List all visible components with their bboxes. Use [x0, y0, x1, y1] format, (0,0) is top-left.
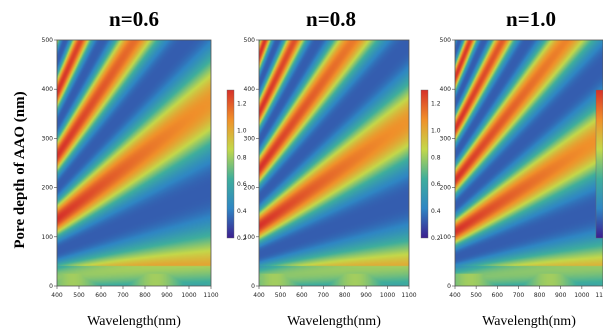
x-tick-label: 500 [275, 292, 287, 299]
x-tick-label: 600 [492, 292, 504, 299]
y-tick-label: 0 [49, 283, 53, 290]
colorbar [226, 89, 235, 239]
y-tick-label: 100 [42, 234, 54, 241]
x-tick-label: 1000 [181, 292, 196, 299]
y-tick-label: 300 [440, 135, 452, 142]
y-tick-label: 500 [440, 37, 452, 44]
y-tick-label: 200 [244, 185, 256, 192]
y-tick-label: 400 [42, 86, 54, 93]
heatmap-image [455, 40, 603, 286]
x-tick-label: 1100 [203, 292, 218, 299]
plot-frame [454, 39, 603, 287]
x-tick-label: 1100 [595, 292, 603, 299]
y-tick-label: 400 [440, 86, 452, 93]
colorbar-tick-label: 0.4 [237, 208, 247, 215]
y-tick-label: 500 [42, 37, 54, 44]
y-tick-label: 500 [244, 37, 256, 44]
plot-frame [56, 39, 212, 287]
colorbar-tick-label: 0.4 [431, 208, 441, 215]
x-tick-label: 1000 [574, 292, 589, 299]
x-axis-label: Wavelength(nm) [87, 314, 181, 329]
heatmap-image [259, 40, 409, 286]
colorbar-tick-label: 0.2 [237, 235, 247, 242]
heatmap-panel-3: n=1.0 400 500 600 700 800 900 1000 1100 0 100 200 30… [440, 7, 603, 329]
x-tick-label: 600 [95, 292, 107, 299]
colorbar [595, 89, 603, 239]
x-tick-label: 400 [253, 292, 265, 299]
y-tick-label: 100 [244, 234, 256, 241]
colorbar-tick-label: 1.2 [431, 100, 441, 107]
colorbar-tick-label: 0.8 [237, 154, 247, 161]
y-tick-label: 0 [251, 283, 255, 290]
y-tick-label: 200 [440, 185, 452, 192]
colorbar-tick-label: 1.0 [237, 127, 247, 134]
y-tick-label: 200 [42, 185, 54, 192]
colorbar-tick-label: 0.6 [431, 181, 441, 188]
x-tick-label: 400 [449, 292, 461, 299]
x-tick-label: 900 [555, 292, 567, 299]
x-tick-label: 600 [296, 292, 308, 299]
x-tick-label: 700 [117, 292, 129, 299]
y-tick-label: 300 [42, 135, 54, 142]
x-tick-label: 700 [513, 292, 525, 299]
x-tick-label: 800 [339, 292, 351, 299]
x-tick-label: 900 [360, 292, 372, 299]
x-tick-label: 1000 [380, 292, 395, 299]
y-tick-label: 400 [244, 86, 256, 93]
x-tick-label: 800 [534, 292, 546, 299]
heatmap-image [57, 40, 211, 286]
x-tick-label: 1100 [401, 292, 416, 299]
y-tick-label: 100 [440, 234, 452, 241]
colorbar-tick-label: 1.0 [431, 127, 441, 134]
colorbar-tick-label: 0.2 [431, 235, 441, 242]
x-axis-label: Wavelength(nm) [287, 314, 381, 329]
colorbar-tick-label: 1.2 [237, 100, 247, 107]
x-tick-label: 800 [139, 292, 151, 299]
y-tick-label: 300 [244, 135, 256, 142]
x-tick-label: 900 [161, 292, 173, 299]
x-tick-label: 500 [470, 292, 482, 299]
x-tick-label: 700 [318, 292, 330, 299]
x-tick-label: 400 [51, 292, 63, 299]
heatmap-panel-2: n=0.8 400 500 600 700 800 900 1000 1100 0 100 200 30… [244, 7, 441, 329]
colorbar-tick-label: 0.6 [237, 181, 247, 188]
y-tick-label: 0 [447, 283, 451, 290]
plot-frame [258, 39, 410, 287]
panel-title: n=0.8 [306, 7, 356, 31]
panel-title: n=0.6 [109, 7, 159, 31]
x-axis-label: Wavelength(nm) [482, 314, 576, 329]
colorbar [420, 89, 429, 239]
heatmap-panel-1: n=0.6 400 500 600 700 800 900 1000 1100 0 100 200 30… [42, 7, 247, 329]
x-tick-label: 500 [73, 292, 85, 299]
colorbar-tick-label: 0.8 [431, 154, 441, 161]
panel-title: n=1.0 [506, 7, 556, 31]
y-axis-label: Pore depth of AAO (nm) [12, 91, 28, 248]
